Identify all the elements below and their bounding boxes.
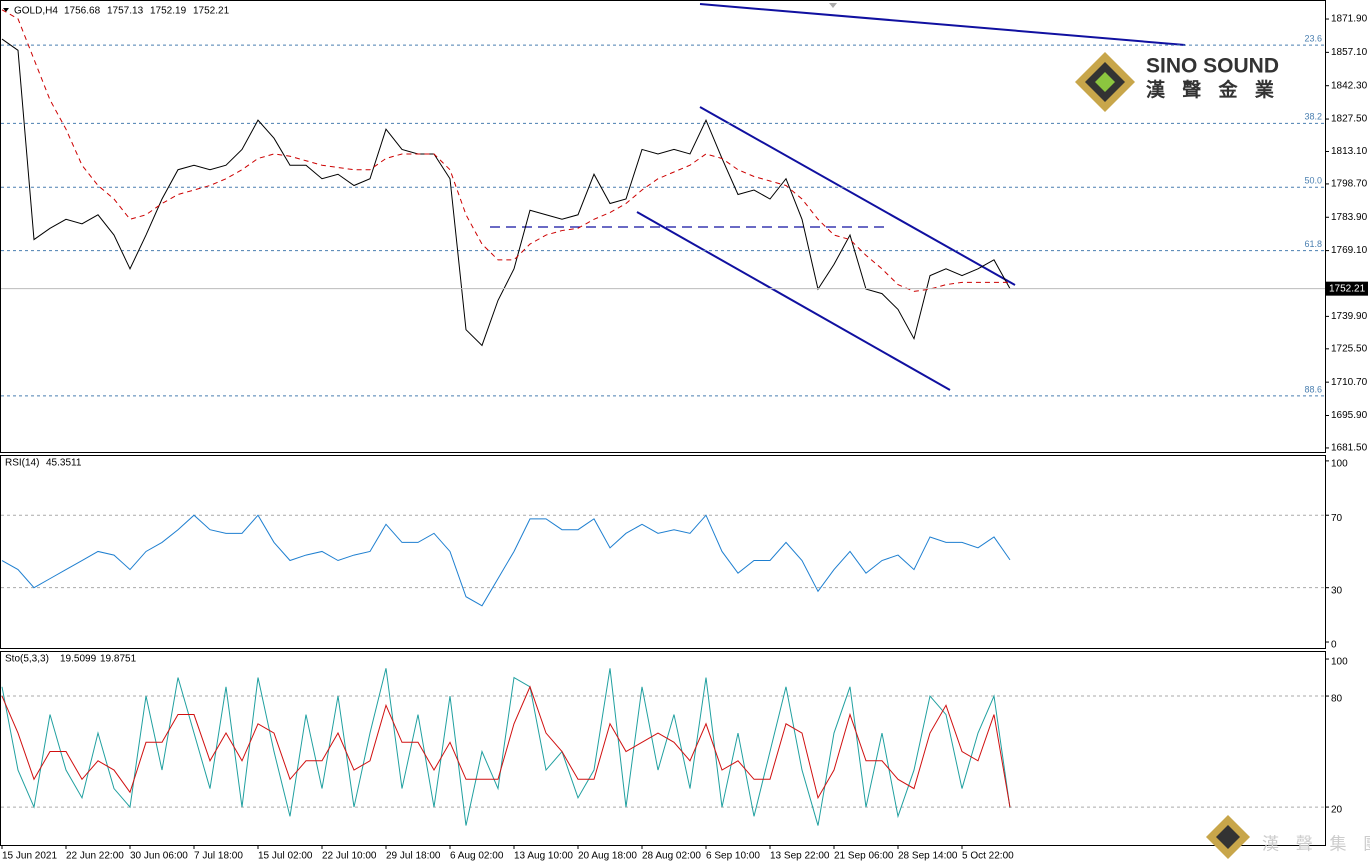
y-tick-label: 1827.50 [1331, 114, 1368, 125]
y-tick-label: 1783.90 [1331, 212, 1368, 223]
y-tick-label: 0 [1331, 640, 1337, 651]
shift-marker [829, 3, 837, 8]
fib-label: 38.2 [1304, 112, 1322, 122]
x-tick-label: 15 Jun 2021 [2, 851, 57, 862]
x-tick-label: 22 Jun 22:00 [66, 851, 124, 862]
indicator-value: 19.8751 [100, 654, 137, 665]
stoch-panel [0, 651, 1326, 846]
y-tick-label: 1769.10 [1331, 245, 1368, 256]
indicator-value: 45.3511 [46, 458, 82, 469]
y-tick-label: 1857.10 [1331, 47, 1368, 58]
y-tick-label: 1842.30 [1331, 80, 1368, 91]
y-tick-label: 30 [1331, 585, 1343, 596]
panel-title: RSI(14) [5, 458, 39, 469]
x-tick-label: 6 Aug 02:00 [450, 851, 504, 862]
last-price-label: 1752.21 [1329, 283, 1366, 294]
fib-label: 50.0 [1304, 176, 1322, 186]
y-tick-label: 1813.10 [1331, 146, 1368, 157]
fib-label: 61.8 [1304, 239, 1322, 249]
footer-text: 漢 聲 集 團 [1262, 834, 1370, 853]
ohlc-value: 1757.13 [107, 6, 144, 17]
logo: SINO SOUND 漢 聲 金 業 [1075, 52, 1280, 112]
x-tick-label: 30 Jun 06:00 [130, 851, 188, 862]
fib-label: 88.6 [1304, 384, 1322, 394]
x-tick-label: 13 Aug 10:00 [514, 851, 573, 862]
logo-diamond-core [1095, 72, 1115, 92]
y-tick-label: 1739.90 [1331, 311, 1368, 322]
x-tick-label: 20 Aug 18:00 [578, 851, 637, 862]
series-line [1, 668, 1011, 826]
y-tick-label: 1681.50 [1331, 443, 1368, 454]
y-tick-label: 1725.50 [1331, 343, 1368, 354]
series-line [1, 514, 1011, 607]
y-tick-label: 1871.90 [1331, 14, 1368, 25]
x-tick-label: 15 Jul 02:00 [258, 851, 313, 862]
y-tick-label: 80 [1331, 694, 1343, 705]
ohlc-value: 1752.21 [193, 6, 230, 17]
footer-diamond-inner [1216, 825, 1240, 849]
fib-label: 23.6 [1304, 34, 1322, 44]
logo-chinese: 漢 聲 金 業 [1146, 78, 1280, 101]
price-panel [0, 0, 1326, 453]
trend-line [699, 3, 1186, 46]
panel-title: Sto(5,3,3) [5, 654, 49, 665]
y-tick-label: 100 [1331, 459, 1348, 470]
x-tick-label: 28 Sep 14:00 [898, 851, 958, 862]
x-tick-label: 6 Sep 10:00 [706, 851, 760, 862]
x-tick-label: 28 Aug 02:00 [642, 851, 701, 862]
y-tick-label: 1798.70 [1331, 179, 1368, 190]
y-tick-label: 70 [1331, 513, 1343, 524]
series-line [1, 685, 1011, 808]
menu-arrow [3, 8, 9, 12]
y-tick-label: 20 [1331, 805, 1343, 816]
last-price-box [1326, 281, 1368, 296]
x-tick-label: 29 Jul 18:00 [386, 851, 441, 862]
ohlc-value: 1752.19 [150, 6, 187, 17]
y-tick-label: 100 [1331, 657, 1348, 668]
footer-logo: 漢 聲 集 團 [1206, 815, 1370, 859]
x-tick-label: 7 Jul 18:00 [194, 851, 243, 862]
rsi-panel [0, 455, 1326, 649]
x-tick-label: 21 Sep 06:00 [834, 851, 894, 862]
x-tick-label: 22 Jul 10:00 [322, 851, 377, 862]
indicator-value: 19.5099 [60, 654, 97, 665]
x-tick-label: 13 Sep 22:00 [770, 851, 830, 862]
channel-upper [699, 106, 1016, 286]
x-tick-label: 5 Oct 22:00 [962, 851, 1014, 862]
series-line [1, 9, 1010, 292]
symbol-title: GOLD,H4 [14, 6, 58, 17]
logo-brand: SINO SOUND [1146, 55, 1279, 78]
channel-lower [636, 211, 951, 391]
y-tick-label: 1710.70 [1331, 377, 1368, 388]
ohlc-value: 1756.68 [64, 6, 101, 17]
y-tick-label: 1695.90 [1331, 410, 1368, 421]
series-line [1, 38, 1011, 347]
